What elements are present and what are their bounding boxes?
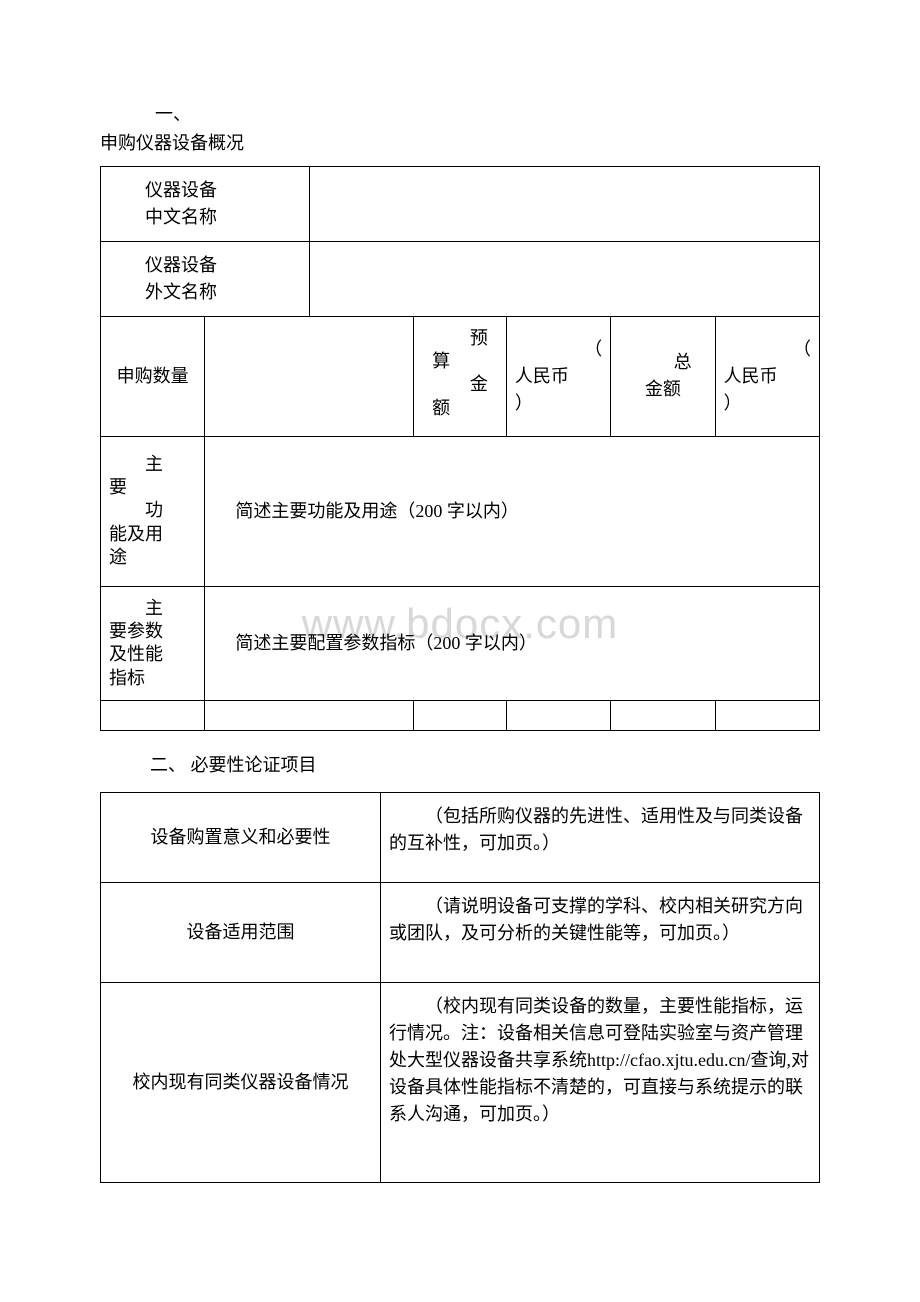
budget-label: 预 算 金 额 [414, 316, 507, 436]
budget-rmb-label: （ 人民币 ） [506, 316, 610, 436]
total-rmb-label: （ 人民币 ） [715, 316, 819, 436]
table-row: 仪器设备 外文名称 [101, 241, 820, 316]
section-1-title: 申购仪器设备概况 [100, 129, 820, 158]
main-param-content: 简述主要配置参数指标（200 字以内） [205, 586, 820, 701]
table-row: 申购数量 预 算 金 额 （ 人民币 ） [101, 316, 820, 436]
empty-cell [715, 701, 819, 731]
section-2-header: 二、 必要性论证项目 [150, 751, 820, 780]
table-row [101, 701, 820, 731]
empty-cell [611, 701, 715, 731]
table-row: 校内现有同类仪器设备情况 （校内现有同类设备的数量，主要性能指标，运行情况。注：… [101, 982, 820, 1182]
empty-cell [506, 701, 610, 731]
existing-equipment-label: 校内现有同类仪器设备情况 [101, 982, 381, 1182]
equip-cn-name-value [309, 166, 819, 241]
table-row: 仪器设备 中文名称 [101, 166, 820, 241]
section-1-header: 一、 申购仪器设备概况 [100, 100, 820, 158]
section-1-number: 一、 [155, 100, 820, 129]
equip-cn-name-label: 仪器设备 中文名称 [101, 166, 310, 241]
table-row: 设备购置意义和必要性 （包括所购仪器的先进性、适用性及与同类设备的互补性，可加页… [101, 792, 820, 882]
main-function-content: 简述主要功能及用途（200 字以内） [205, 436, 820, 586]
total-amount-label: 总 金额 [611, 316, 715, 436]
empty-cell [414, 701, 507, 731]
table-row: 设备适用范围 （请说明设备可支撑的学科、校内相关研究方向或团队，及可分析的关键性… [101, 882, 820, 982]
section-2-title: 必要性论证项目 [191, 755, 317, 775]
necessity-table: 设备购置意义和必要性 （包括所购仪器的先进性、适用性及与同类设备的互补性，可加页… [100, 792, 820, 1183]
equip-en-name-label: 仪器设备 外文名称 [101, 241, 310, 316]
equipment-overview-table: 仪器设备 中文名称 仪器设备 外文名称 申购数量 预 算 [100, 166, 820, 732]
table-row: 主 要 功 能及用 途 简述主要功能及用途（200 字以内） [101, 436, 820, 586]
main-param-label: 主 要参数 及性能 指标 [101, 586, 205, 701]
equipment-scope-label: 设备适用范围 [101, 882, 381, 982]
table-row: 主 要参数 及性能 指标 简述主要配置参数指标（200 字以内） [101, 586, 820, 701]
section-2-number: 二、 [150, 755, 186, 775]
equipment-scope-content: （请说明设备可支撑的学科、校内相关研究方向或团队，及可分析的关键性能等，可加页。… [381, 882, 820, 982]
empty-cell [101, 701, 205, 731]
existing-equipment-content: （校内现有同类设备的数量，主要性能指标，运行情况。注：设备相关信息可登陆实验室与… [381, 982, 820, 1182]
purchase-significance-content: （包括所购仪器的先进性、适用性及与同类设备的互补性，可加页。） [381, 792, 820, 882]
main-function-label: 主 要 功 能及用 途 [101, 436, 205, 586]
equip-en-name-value [309, 241, 819, 316]
empty-cell [205, 701, 414, 731]
purchase-significance-label: 设备购置意义和必要性 [101, 792, 381, 882]
purchase-qty-label: 申购数量 [101, 316, 205, 436]
purchase-qty-value [205, 316, 414, 436]
